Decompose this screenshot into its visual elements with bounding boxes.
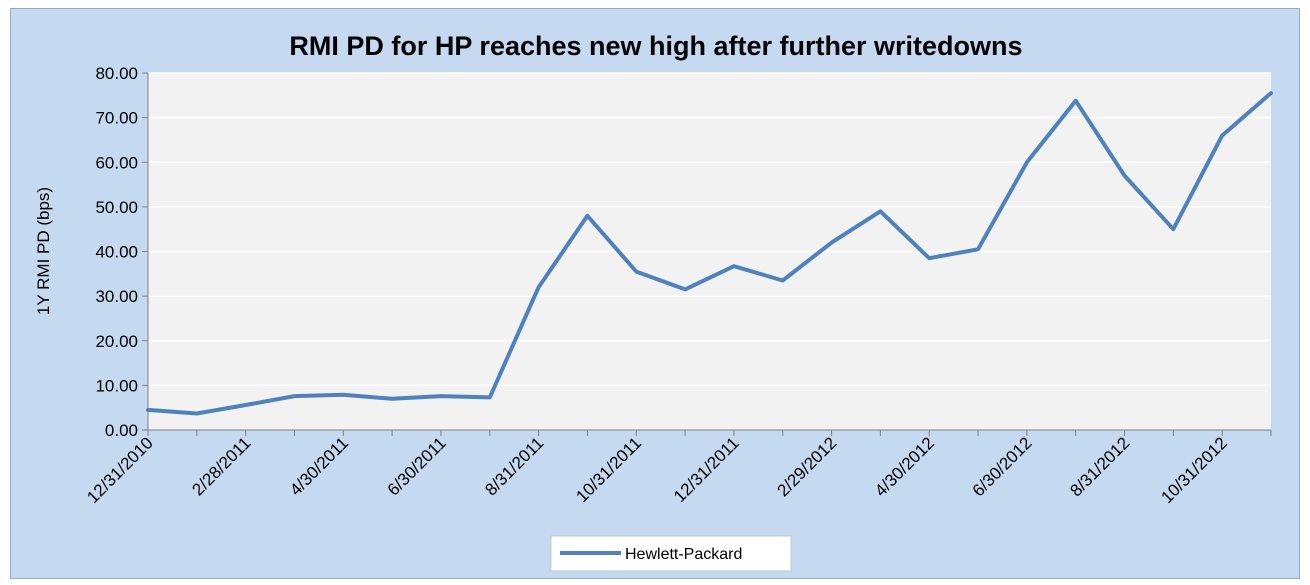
x-tick-label: 4/30/2011 (286, 433, 352, 499)
y-tick-label: 30.00 (95, 287, 138, 306)
x-tick-label: 4/30/2012 (871, 433, 938, 500)
x-tick-label: 2/28/2011 (188, 433, 254, 499)
y-tick-label: 20.00 (95, 332, 138, 351)
x-tick-label: 8/31/2011 (481, 433, 547, 499)
y-tick-label: 40.00 (95, 243, 138, 262)
series-layer (146, 91, 1273, 416)
x-tick-label: 6/30/2011 (384, 433, 450, 499)
y-axis-title: 1Y RMI PD (bps) (34, 187, 53, 315)
series-line (146, 91, 1273, 416)
gridlines (148, 72, 1271, 387)
legend: Hewlett-Packard (550, 535, 792, 572)
legend-label: Hewlett-Packard (625, 546, 742, 563)
x-tick-label: 6/30/2012 (969, 433, 1036, 500)
x-tick-label: 10/31/2012 (1157, 433, 1231, 507)
chart-title: RMI PD for HP reaches new high after fur… (289, 31, 1022, 61)
x-tick-label: 8/31/2012 (1066, 433, 1133, 500)
y-tick-label: 50.00 (95, 198, 138, 217)
y-tick-label: 0.00 (105, 421, 138, 440)
chart-frame: RMI PD for HP reaches new high after fur… (10, 8, 1300, 579)
line-chart: RMI PD for HP reaches new high after fur… (34, 31, 1273, 572)
x-tick-label: 10/31/2011 (572, 433, 645, 506)
y-tick-label: 60.00 (95, 153, 138, 172)
x-tick-label: 12/31/2011 (670, 433, 743, 506)
x-tick-label: 12/31/2010 (83, 433, 157, 507)
y-tick-label: 10.00 (95, 376, 138, 395)
y-tick-label: 80.00 (95, 64, 138, 83)
x-tick-label: 2/29/2012 (773, 433, 840, 500)
y-tick-label: 70.00 (95, 109, 138, 128)
